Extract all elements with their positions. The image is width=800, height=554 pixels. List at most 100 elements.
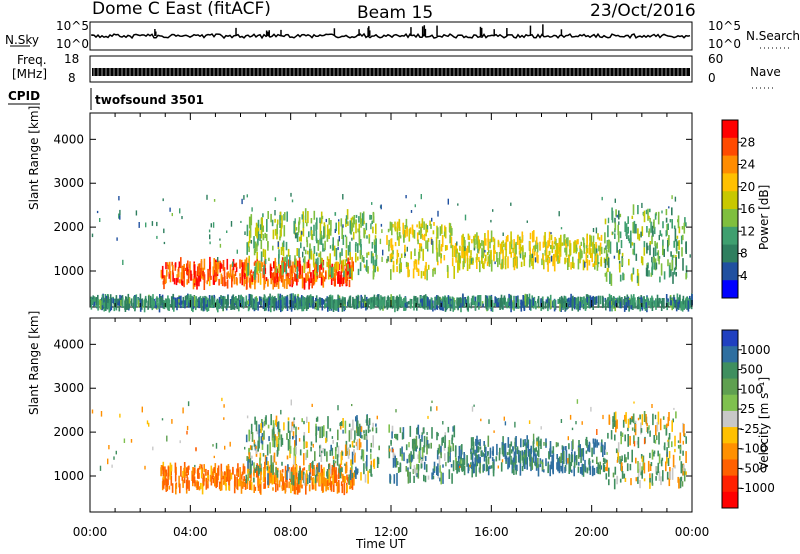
data-cell	[486, 465, 488, 471]
data-cell	[582, 448, 585, 461]
data-cell	[520, 438, 522, 448]
data-cell	[193, 275, 196, 280]
data-cell	[500, 294, 503, 308]
data-cell	[500, 263, 502, 270]
data-cell	[479, 260, 481, 273]
data-cell	[524, 252, 526, 258]
data-cell	[322, 448, 325, 454]
data-cell	[348, 474, 350, 485]
y-tick-label: 4000	[53, 132, 84, 146]
data-cell	[341, 277, 344, 287]
data-cell	[643, 438, 646, 445]
data-cell	[479, 439, 481, 447]
data-cell	[592, 241, 594, 254]
data-cell	[130, 300, 132, 306]
data-cell	[674, 299, 676, 307]
data-cell	[366, 299, 369, 310]
data-cell	[290, 399, 292, 406]
data-cell	[457, 260, 459, 273]
data-cell	[486, 261, 489, 267]
data-cell	[105, 298, 107, 311]
data-cell	[652, 230, 654, 237]
data-cell	[272, 474, 274, 484]
data-cell	[278, 480, 281, 488]
data-cell	[647, 208, 649, 221]
data-cell	[408, 228, 411, 234]
data-cell	[179, 440, 181, 444]
data-cell	[577, 258, 580, 270]
data-cell	[293, 455, 295, 465]
data-cell	[308, 421, 310, 433]
data-cell	[292, 475, 295, 486]
data-cell	[284, 212, 286, 221]
data-cell	[561, 460, 564, 474]
data-cell	[645, 302, 647, 309]
data-cell	[241, 262, 244, 273]
data-cell	[265, 415, 267, 425]
x-tick-label: 00:00	[675, 525, 710, 539]
data-cell	[671, 219, 673, 229]
data-cell	[235, 262, 238, 268]
data-cell	[294, 263, 296, 268]
data-cell	[226, 258, 229, 270]
data-cell	[633, 220, 636, 234]
data-cell	[185, 479, 188, 490]
data-cell	[196, 480, 198, 490]
data-cell	[169, 467, 171, 480]
data-cell	[199, 295, 202, 308]
data-cell	[653, 300, 655, 307]
data-cell	[220, 463, 223, 476]
data-cell	[178, 279, 181, 284]
data-cell	[662, 470, 664, 482]
data-cell	[193, 278, 196, 284]
data-cell	[534, 301, 537, 305]
data-cell	[111, 464, 113, 468]
data-cell	[657, 462, 660, 474]
data-cell	[449, 227, 451, 233]
data-cell	[624, 434, 626, 442]
data-cell	[350, 459, 352, 466]
data-cell	[188, 465, 190, 470]
data-cell	[370, 297, 373, 302]
data-cell	[439, 226, 442, 236]
data-cell	[643, 462, 646, 474]
data-cell	[604, 258, 607, 268]
data-cell	[366, 252, 368, 258]
data-cell	[489, 238, 492, 243]
data-cell	[332, 459, 335, 468]
colorbar-tick-label: 12	[740, 224, 755, 238]
data-cell	[461, 237, 463, 246]
data-cell	[167, 264, 169, 270]
data-cell	[359, 262, 362, 272]
data-cell	[213, 301, 216, 308]
data-cell	[325, 477, 327, 483]
data-cell	[107, 296, 109, 305]
data-cell	[457, 203, 459, 206]
data-cell	[260, 251, 263, 262]
data-cell	[438, 296, 441, 306]
data-cell	[362, 303, 365, 308]
data-cell	[318, 253, 320, 258]
data-cell	[198, 472, 200, 479]
data-cell	[476, 253, 478, 260]
data-cell	[564, 257, 566, 265]
data-cell	[396, 299, 399, 312]
data-cell	[198, 275, 200, 287]
data-cell	[552, 255, 554, 267]
data-cell	[100, 411, 103, 417]
data-cell	[218, 296, 221, 309]
data-cell	[631, 273, 633, 282]
data-cell	[403, 452, 405, 462]
data-cell	[298, 236, 301, 242]
data-cell	[239, 299, 241, 307]
data-cell	[322, 481, 325, 493]
data-cell	[627, 427, 629, 432]
data-cell	[432, 240, 434, 254]
data-cell	[392, 265, 395, 272]
data-cell	[671, 207, 673, 216]
data-cell	[618, 210, 620, 220]
data-cell	[302, 258, 305, 263]
data-cell	[430, 442, 432, 449]
data-cell	[420, 463, 423, 469]
data-cell	[209, 241, 211, 245]
